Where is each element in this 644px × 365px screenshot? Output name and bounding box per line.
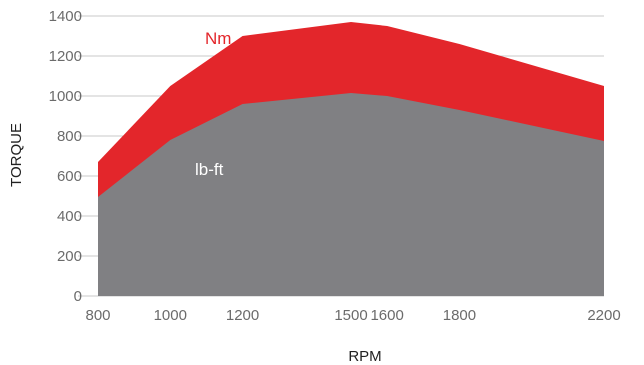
x-tick-labels: 800 1000 1200 1500 1600 1800 2200 <box>85 307 620 324</box>
series-label-nm: Nm <box>205 29 231 48</box>
y-tick-label: 1000 <box>49 88 82 105</box>
y-tick-label: 600 <box>57 168 82 185</box>
y-tick-label: 400 <box>57 208 82 225</box>
y-tick-label: 800 <box>57 128 82 145</box>
y-tick-labels: 0 200 400 600 800 1000 1200 1400 <box>49 8 82 305</box>
x-tick-label: 800 <box>85 307 110 324</box>
y-tick-label: 1400 <box>49 8 82 25</box>
area-series <box>98 22 604 296</box>
x-tick-label: 1600 <box>370 307 403 324</box>
x-tick-label: 1800 <box>443 307 476 324</box>
x-axis-label: RPM <box>348 348 381 365</box>
x-tick-label: 1000 <box>154 307 187 324</box>
series-label-lbft: lb-ft <box>195 160 224 179</box>
y-tick-label: 200 <box>57 248 82 265</box>
x-tick-label: 1200 <box>226 307 259 324</box>
x-tick-label: 1500 <box>334 307 367 324</box>
y-tick-label: 1200 <box>49 48 82 65</box>
x-tick-label: 2200 <box>587 307 620 324</box>
y-tick-label: 0 <box>74 288 82 305</box>
y-axis-label: TORQUE <box>8 123 25 187</box>
